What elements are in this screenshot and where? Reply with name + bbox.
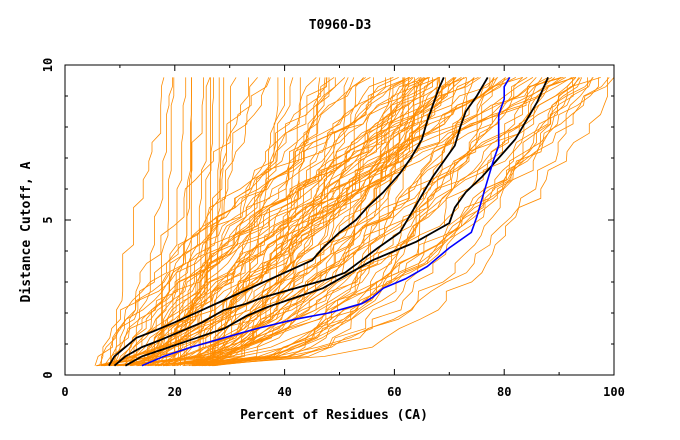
- black-series-line-3: [124, 77, 549, 367]
- background-series-line: [158, 77, 349, 367]
- background-series-line: [160, 77, 534, 367]
- background-series-line: [133, 77, 510, 366]
- y-tick-label: 10: [41, 58, 55, 72]
- background-series-group: [94, 77, 615, 367]
- background-series-line: [197, 77, 581, 367]
- background-series-line: [157, 77, 523, 367]
- background-series-line: [135, 77, 516, 366]
- background-series-line: [110, 77, 271, 366]
- y-tick-label: 0: [41, 371, 55, 378]
- background-series-line: [116, 77, 394, 366]
- background-series-line: [173, 77, 327, 366]
- x-tick-label: 40: [277, 385, 291, 399]
- background-series-line: [144, 77, 321, 367]
- y-axis: 0 5 10: [41, 58, 614, 379]
- background-series-line: [153, 77, 175, 366]
- background-series-line: [96, 77, 556, 367]
- background-series-line: [166, 77, 491, 367]
- background-series-line: [204, 77, 414, 367]
- background-series-line: [174, 77, 462, 366]
- background-series-line: [151, 77, 187, 366]
- background-series-line: [199, 77, 237, 366]
- background-series-line: [191, 77, 454, 367]
- background-series-line: [111, 77, 165, 366]
- background-series-line: [165, 77, 346, 366]
- background-series-line: [166, 77, 192, 366]
- background-series-line: [120, 77, 420, 367]
- blue-series-line: [141, 76, 511, 367]
- background-series-line: [147, 77, 479, 366]
- black-series-line-1: [108, 77, 445, 367]
- background-series-line: [121, 77, 399, 367]
- background-series-line: [117, 77, 580, 367]
- x-tick-label: 0: [61, 385, 68, 399]
- x-axis-label: Percent of Residues (CA): [240, 408, 428, 423]
- background-series-line: [192, 77, 475, 367]
- background-series-line: [196, 77, 330, 366]
- background-series-line: [141, 77, 576, 366]
- background-series-line: [172, 77, 615, 367]
- background-series-line: [203, 77, 467, 367]
- y-axis-label: Distance Cutoff, A: [19, 161, 34, 302]
- background-series-line: [194, 77, 588, 367]
- x-tick-label: 20: [168, 385, 182, 399]
- background-series-line: [136, 77, 608, 367]
- background-series-line: [163, 77, 506, 367]
- background-series-line: [103, 77, 573, 366]
- background-series-line: [198, 77, 215, 366]
- background-series-line: [211, 77, 599, 367]
- black-series-line-2: [113, 76, 489, 367]
- x-axis: 0 20 40 60 80 100: [61, 65, 625, 399]
- background-series-line: [192, 77, 409, 367]
- background-series-line: [144, 77, 575, 366]
- background-series-line: [130, 77, 440, 367]
- background-series-line: [117, 77, 593, 367]
- background-series-line: [99, 77, 413, 366]
- x-tick-label: 80: [497, 385, 511, 399]
- background-series-line: [115, 77, 438, 367]
- background-series-line: [184, 77, 601, 366]
- background-series-line: [111, 77, 173, 366]
- background-series-line: [100, 77, 594, 367]
- background-series-line: [102, 77, 430, 367]
- background-series-line: [162, 77, 576, 367]
- background-series-line: [188, 77, 428, 367]
- background-series-line: [205, 77, 537, 367]
- background-series-line: [101, 77, 410, 366]
- background-series-line: [158, 77, 285, 367]
- background-series-line: [212, 77, 404, 367]
- background-series-line: [129, 77, 577, 367]
- highlighted-series-group: [108, 76, 549, 367]
- x-tick-label: 100: [603, 385, 625, 399]
- background-series-line: [132, 77, 495, 367]
- background-series-line: [102, 77, 249, 367]
- background-series-line: [211, 77, 506, 366]
- chart-title: T0960-D3: [309, 18, 372, 33]
- background-series-line: [191, 77, 549, 366]
- background-series-line: [208, 77, 583, 367]
- background-series-line: [180, 77, 192, 366]
- background-series-line: [139, 77, 258, 367]
- background-series-line: [163, 77, 328, 367]
- background-series-line: [176, 77, 499, 367]
- y-tick-label: 5: [41, 216, 55, 223]
- background-series-line: [94, 77, 495, 366]
- background-series-line: [208, 77, 405, 367]
- x-tick-label: 60: [387, 385, 401, 399]
